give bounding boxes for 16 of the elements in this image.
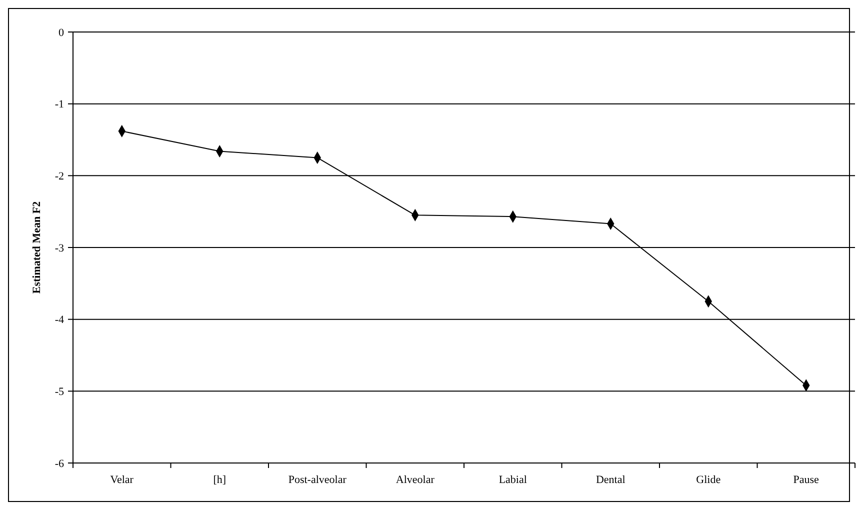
y-axis-title: Estimated Mean F2 xyxy=(31,200,43,294)
x-tick-label: [h] xyxy=(213,474,226,486)
x-tick-label: Dental xyxy=(596,474,626,486)
x-tick-label: Glide xyxy=(696,474,721,486)
y-tick-label: -1 xyxy=(54,98,64,111)
x-tick-label: Pause xyxy=(793,474,820,486)
y-tick-label: -5 xyxy=(54,386,64,398)
y-tick-label: -6 xyxy=(54,458,64,470)
y-tick-label: 0 xyxy=(58,26,64,39)
x-tick-label: Velar xyxy=(110,474,134,486)
x-tick-label: Alveolar xyxy=(396,474,435,486)
x-tick-label: Labial xyxy=(498,474,527,486)
y-tick-label: -2 xyxy=(54,170,64,183)
y-tick-label: -3 xyxy=(54,242,64,254)
y-tick-label: -4 xyxy=(54,314,64,326)
x-tick-label: Post-alveolar xyxy=(288,474,347,486)
